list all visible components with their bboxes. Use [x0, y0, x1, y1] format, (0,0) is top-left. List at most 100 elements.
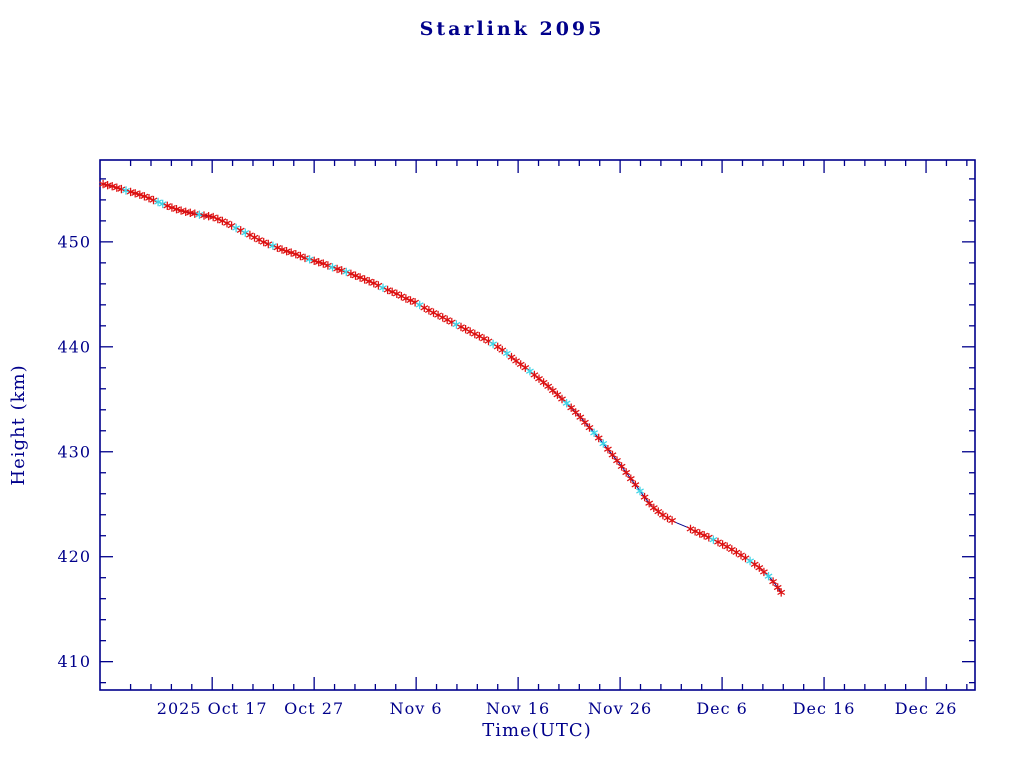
asterisk-marker	[558, 394, 566, 404]
asterisk-marker	[273, 243, 282, 252]
asterisk-marker	[594, 433, 603, 443]
asterisk-marker	[172, 205, 181, 214]
asterisk-marker	[750, 560, 759, 569]
asterisk-marker	[131, 189, 140, 198]
asterisk-marker	[535, 374, 543, 383]
asterisk-marker	[296, 251, 305, 261]
asterisk-marker	[512, 356, 521, 366]
height-line	[102, 183, 782, 593]
asterisk-marker	[539, 378, 548, 387]
asterisk-marker	[493, 342, 502, 351]
asterisk-marker	[746, 556, 755, 566]
asterisk-marker	[122, 186, 130, 195]
asterisk-marker	[149, 195, 158, 205]
asterisk-marker	[181, 207, 190, 216]
asterisk-marker	[259, 237, 268, 247]
data-markers	[99, 179, 786, 597]
asterisk-marker	[759, 567, 768, 577]
asterisk-marker	[140, 192, 149, 201]
asterisk-marker	[695, 529, 704, 538]
asterisk-marker	[521, 363, 530, 372]
asterisk-marker	[305, 255, 314, 264]
asterisk-marker	[777, 588, 786, 597]
asterisk-marker	[351, 271, 360, 280]
y-tick-label: 440	[57, 337, 91, 356]
asterisk-marker	[112, 183, 121, 192]
x-tick-label: Dec 26	[895, 699, 958, 718]
y-tick-label: 430	[57, 442, 91, 461]
asterisk-marker	[640, 492, 649, 502]
asterisk-marker	[585, 423, 594, 432]
asterisk-marker	[608, 450, 617, 460]
asterisk-marker	[337, 266, 346, 275]
asterisk-marker	[764, 572, 773, 581]
asterisk-marker	[631, 480, 640, 489]
x-tick-label: Nov 26	[588, 699, 652, 718]
asterisk-marker	[544, 382, 553, 391]
asterisk-marker	[727, 545, 736, 554]
asterisk-marker	[319, 259, 328, 268]
axis-ticks	[100, 160, 975, 690]
asterisk-marker	[530, 370, 539, 380]
y-tick-label: 410	[57, 652, 91, 671]
asterisk-marker	[213, 214, 222, 224]
asterisk-marker	[617, 462, 626, 471]
asterisk-marker	[580, 418, 589, 427]
asterisk-marker	[108, 182, 117, 191]
asterisk-marker	[333, 264, 342, 274]
asterisk-marker	[135, 190, 144, 199]
asterisk-marker	[365, 277, 374, 286]
asterisk-marker	[190, 209, 199, 218]
asterisk-marker	[154, 197, 163, 207]
x-tick-label: Nov 16	[486, 699, 550, 718]
asterisk-marker	[195, 210, 204, 219]
asterisk-marker	[323, 261, 332, 270]
asterisk-marker	[562, 399, 571, 408]
asterisk-marker	[360, 275, 369, 284]
asterisk-marker	[420, 303, 429, 312]
x-tick-label: Dec 16	[793, 699, 856, 718]
asterisk-marker	[525, 367, 534, 376]
asterisk-marker	[741, 553, 750, 563]
asterisk-marker	[356, 273, 365, 282]
asterisk-marker	[287, 248, 296, 257]
asterisk-marker	[145, 194, 153, 203]
asterisk-marker	[301, 253, 309, 263]
axis-tick-labels: 2025 Oct 17 Oct 27 Nov 6 Nov 16 Nov 26 Dec 6 D…	[57, 232, 958, 718]
asterisk-marker	[603, 445, 612, 454]
asterisk-marker	[553, 390, 562, 399]
asterisk-marker	[663, 513, 672, 523]
asterisk-marker	[278, 245, 286, 254]
asterisk-marker	[649, 503, 658, 512]
x-tick-label: Nov 6	[390, 699, 443, 718]
asterisk-marker	[755, 563, 764, 572]
asterisk-marker	[769, 577, 778, 586]
asterisk-marker	[204, 212, 213, 221]
asterisk-marker	[314, 258, 323, 267]
asterisk-marker	[636, 486, 644, 496]
asterisk-marker	[99, 179, 108, 189]
asterisk-marker	[310, 256, 319, 265]
x-tick-label: Dec 6	[696, 699, 748, 718]
y-tick-label: 420	[57, 547, 91, 566]
asterisk-marker	[502, 349, 511, 358]
asterisk-marker	[346, 269, 355, 278]
asterisk-marker	[622, 468, 631, 477]
x-tick-label: Oct 27	[284, 699, 344, 718]
asterisk-marker	[737, 550, 745, 560]
asterisk-marker	[103, 181, 112, 190]
asterisk-marker	[342, 267, 351, 277]
asterisk-marker	[209, 212, 218, 222]
asterisk-marker	[186, 208, 195, 217]
asterisk-marker	[158, 199, 167, 209]
asterisk-marker	[291, 250, 300, 259]
asterisk-marker	[328, 263, 337, 272]
asterisk-marker	[626, 474, 635, 483]
asterisk-marker	[613, 456, 621, 465]
asterisk-marker	[268, 241, 277, 250]
asterisk-marker	[489, 339, 498, 349]
asterisk-marker	[548, 386, 557, 395]
asterisk-marker	[264, 239, 273, 249]
